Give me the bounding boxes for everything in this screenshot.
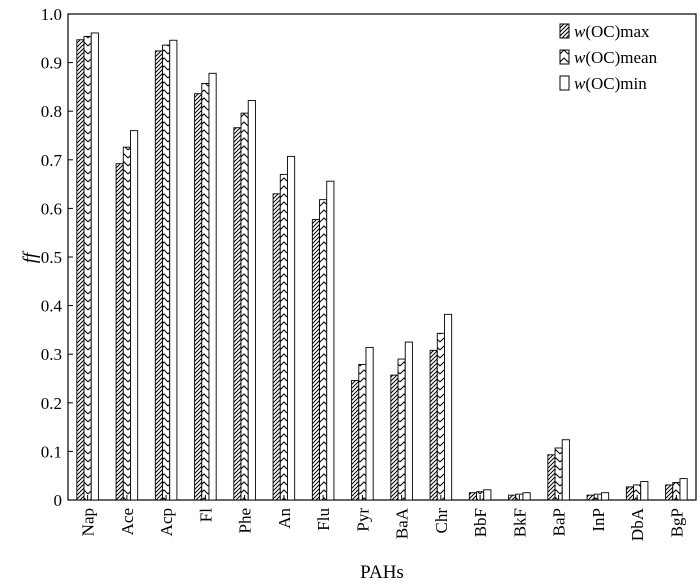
bar-wocmean (122, 146, 131, 501)
bar-wocmin (444, 313, 453, 501)
bar-wocmin (640, 481, 649, 501)
y-tick-label: 0.9 (41, 54, 62, 73)
bar-wocmax (233, 127, 242, 501)
bar-wocmax (115, 163, 124, 501)
x-tick-label: Phe (236, 508, 255, 534)
x-tick-label: BkF (510, 508, 529, 537)
y-tick-label: 0 (54, 491, 63, 510)
bar-wocmax (665, 484, 674, 501)
x-tick-label: BaA (393, 507, 412, 539)
x-tick-label: InP (589, 508, 608, 532)
bar-wocmax (625, 486, 634, 501)
bar-wocmax (351, 379, 360, 501)
bar-wocmin (208, 72, 217, 501)
bar-wocmin (483, 489, 492, 501)
x-tick-label: Pyr (353, 508, 372, 532)
bar-wocmax (468, 492, 477, 501)
bar-wocmax (154, 50, 163, 501)
x-tick-label: Chr (432, 508, 451, 534)
bar-wocmean (397, 358, 406, 501)
bar-wocmax (547, 454, 556, 501)
bar-wocmax (272, 193, 281, 501)
bar-wocmin (561, 439, 570, 501)
bar-wocmax (311, 219, 320, 501)
bar-wocmean (162, 44, 171, 501)
legend-item: w(OC)min (559, 74, 647, 93)
bar-wocmin (169, 39, 178, 501)
bar-wocmax (390, 374, 399, 501)
bar-wocmin (679, 478, 688, 501)
bar-wocmax (76, 39, 85, 501)
bar-wocmin (326, 180, 335, 501)
y-tick-label: 0.3 (41, 345, 62, 364)
y-tick-label: 0.8 (41, 102, 62, 121)
legend: w(OC)max w(OC)mean w(OC)min (559, 22, 658, 93)
legend-item: w(OC)max (559, 22, 650, 41)
legend-swatch (559, 75, 570, 91)
bar-wocmax (429, 349, 438, 501)
bar-wocmean (201, 83, 210, 501)
x-tick-label: Flu (314, 508, 333, 531)
bar-wocmean (240, 112, 249, 501)
bar-wocmin (130, 130, 139, 501)
x-axis-title: PAHs (360, 562, 404, 583)
y-tick-label: 0.7 (41, 151, 63, 170)
bar-wocmean (319, 199, 328, 501)
bar-wocmin (90, 32, 99, 501)
y-axis-title: ff (20, 250, 41, 263)
bar-wocmin (247, 100, 256, 501)
x-tick-label: DbA (628, 507, 647, 541)
bar-wocmean (83, 35, 92, 501)
x-tick-label: Nap (79, 508, 98, 536)
x-tick-label: Ace (118, 508, 137, 535)
y-tick-label: 0.6 (41, 199, 62, 218)
x-tick-label: BaP (550, 508, 569, 536)
bar-wocmean (554, 447, 563, 501)
bar-wocmean (358, 363, 367, 501)
x-tick-label: BbF (471, 508, 490, 537)
x-tick-label: Acp (157, 508, 176, 536)
y-tick-label: 0.2 (41, 394, 62, 413)
legend-item: w(OC)mean (559, 48, 658, 67)
y-tick-label: 0.1 (41, 442, 62, 461)
legend-label: w(OC)min (574, 74, 647, 93)
bar-wocmax (194, 93, 203, 501)
bar-wocmin (365, 346, 374, 501)
y-tick-label: 1.0 (41, 5, 62, 24)
bar-wocmin (601, 492, 610, 501)
bar-wocmean (279, 173, 288, 501)
bar-wocmin (522, 492, 531, 501)
plot-area: 0 0.1 0.2 0.3 0.4 0.5 0.6 0.7 0.8 0.9 1.0 Nap Ace Acp… (41, 5, 697, 541)
y-tick-label: 0.4 (41, 297, 63, 316)
y-tick-label: 0.5 (41, 248, 62, 267)
legend-label: w(OC)max (574, 22, 650, 41)
x-tick-label: Fl (196, 508, 215, 522)
x-tick-label: An (275, 508, 294, 529)
x-tick-label: BgP (667, 508, 686, 537)
legend-swatch (559, 23, 570, 39)
legend-swatch (559, 49, 570, 65)
bar-wocmean (436, 332, 445, 501)
legend-label: w(OC)mean (574, 48, 658, 67)
bar-wocmax (508, 494, 517, 501)
bar-wocmin (287, 155, 296, 501)
bar-wocmax (586, 494, 595, 501)
bar-wocmin (404, 341, 413, 501)
